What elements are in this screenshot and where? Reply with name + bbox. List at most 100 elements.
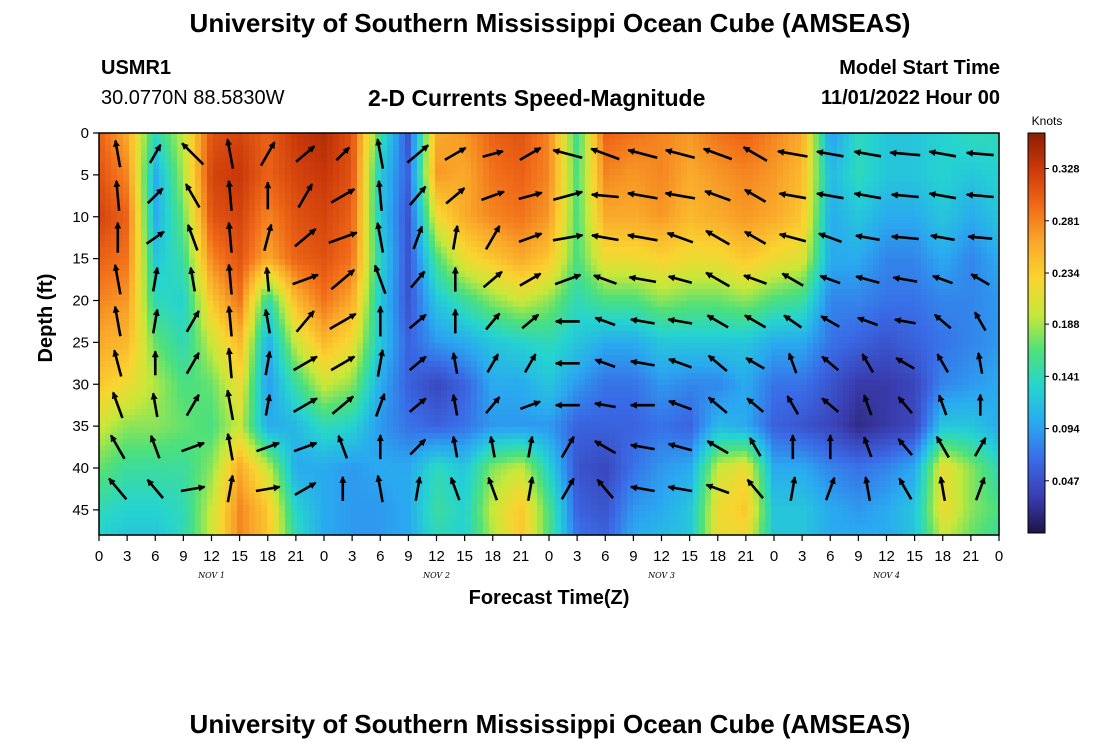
heatmap-cell — [435, 199, 442, 206]
heatmap-cell — [261, 223, 268, 230]
heatmap-cell — [165, 265, 172, 272]
heatmap-cell — [993, 307, 1000, 314]
heatmap-cell — [249, 235, 256, 242]
heatmap-cell — [549, 211, 556, 218]
heatmap-cell — [153, 169, 160, 176]
heatmap-cell — [705, 283, 712, 290]
heatmap-cell — [447, 325, 454, 332]
heatmap-cell — [813, 199, 820, 206]
heatmap-cell — [591, 229, 598, 236]
heatmap-cell — [453, 211, 460, 218]
heatmap-cell — [393, 223, 400, 230]
heatmap-cell — [975, 319, 982, 326]
heatmap-cell — [171, 313, 178, 320]
heatmap-cell — [963, 283, 970, 290]
heatmap-cell — [153, 247, 160, 254]
heatmap-cell — [903, 139, 910, 146]
heatmap-cell — [333, 199, 340, 206]
heatmap-cell — [111, 271, 118, 278]
heatmap-cell — [615, 187, 622, 194]
heatmap-cell — [435, 289, 442, 296]
heatmap-cell — [159, 289, 166, 296]
heatmap-cell — [663, 253, 670, 260]
heatmap-cell — [579, 325, 586, 332]
heatmap-cell — [495, 289, 502, 296]
heatmap-cell — [627, 187, 634, 194]
heatmap-cell — [975, 199, 982, 206]
heatmap-cell — [885, 145, 892, 152]
heatmap-cell — [849, 301, 856, 308]
heatmap-cell — [321, 235, 328, 242]
heatmap-cell — [243, 181, 250, 188]
heatmap-cell — [651, 283, 658, 290]
heatmap-cell — [711, 193, 718, 200]
heatmap-cell — [975, 259, 982, 266]
heatmap-cell — [921, 193, 928, 200]
heatmap-cell — [483, 211, 490, 218]
heatmap-cell — [435, 283, 442, 290]
heatmap-cell — [657, 199, 664, 206]
heatmap-cell — [663, 247, 670, 254]
heatmap-cell — [909, 133, 916, 140]
heatmap-cell — [945, 295, 952, 302]
heatmap-cell — [591, 211, 598, 218]
heatmap-cell — [315, 157, 322, 164]
heatmap-cell — [375, 169, 382, 176]
heatmap-cell — [441, 283, 448, 290]
heatmap-cell — [519, 223, 526, 230]
heatmap-cell — [687, 277, 694, 284]
heatmap-cell — [531, 289, 538, 296]
heatmap-cell — [945, 253, 952, 260]
heatmap-cell — [567, 133, 574, 140]
heatmap-cell — [369, 157, 376, 164]
heatmap-cell — [459, 163, 466, 170]
heatmap-cell — [963, 211, 970, 218]
heatmap-cell — [513, 199, 520, 206]
heatmap-cell — [741, 181, 748, 188]
heatmap-cell — [777, 205, 784, 212]
heatmap-cell — [471, 169, 478, 176]
heatmap-cell — [885, 247, 892, 254]
heatmap-cell — [621, 253, 628, 260]
heatmap-cell — [153, 181, 160, 188]
heatmap-cell — [975, 157, 982, 164]
heatmap-cell — [555, 169, 562, 176]
heatmap-cell — [165, 217, 172, 224]
heatmap-cell — [105, 229, 112, 236]
heatmap-cell — [939, 169, 946, 176]
heatmap-cell — [567, 175, 574, 182]
heatmap-cell — [765, 229, 772, 236]
heatmap-cell — [195, 301, 202, 308]
heatmap-cell — [825, 295, 832, 302]
heatmap-cell — [885, 265, 892, 272]
heatmap-cell — [717, 157, 724, 164]
heatmap-cell — [753, 229, 760, 236]
heatmap-cell — [291, 151, 298, 158]
heatmap-cell — [513, 307, 520, 314]
heatmap-cell — [357, 247, 364, 254]
heatmap-cell — [663, 289, 670, 296]
heatmap-cell — [465, 169, 472, 176]
heatmap-cell — [315, 229, 322, 236]
heatmap-cell — [129, 163, 136, 170]
heatmap-cell — [123, 151, 130, 158]
heatmap-cell — [915, 223, 922, 230]
heatmap-cell — [339, 163, 346, 170]
heatmap-cell — [477, 265, 484, 272]
heatmap-cell — [825, 139, 832, 146]
heatmap-cell — [807, 175, 814, 182]
heatmap-cell — [357, 289, 364, 296]
heatmap-cell — [201, 265, 208, 272]
heatmap-cell — [921, 301, 928, 308]
heatmap-cell — [903, 163, 910, 170]
heatmap-cell — [729, 151, 736, 158]
heatmap-cell — [105, 283, 112, 290]
heatmap-cell — [519, 151, 526, 158]
heatmap-cell — [621, 169, 628, 176]
heatmap-cell — [447, 211, 454, 218]
heatmap-cell — [693, 313, 700, 320]
heatmap-cell — [885, 223, 892, 230]
heatmap-cell — [729, 259, 736, 266]
heatmap-cell — [165, 253, 172, 260]
heatmap-cell — [681, 181, 688, 188]
